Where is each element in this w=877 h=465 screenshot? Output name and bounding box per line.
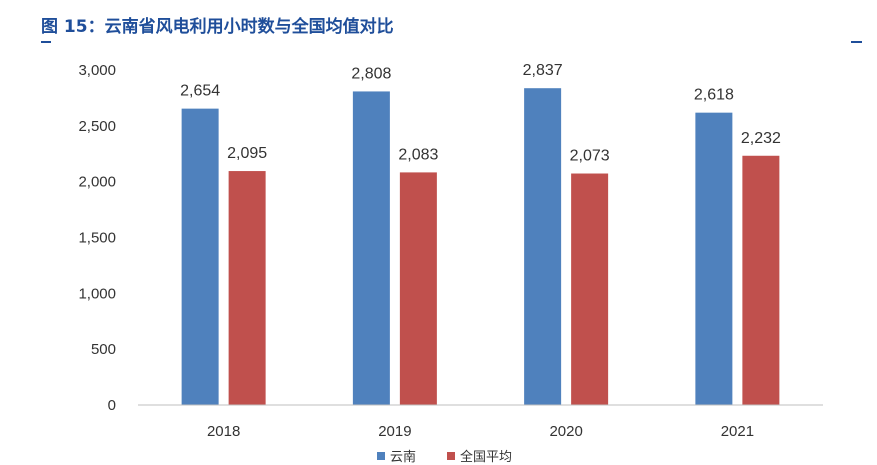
data-label: 2,073 <box>570 148 610 165</box>
figure-title: 图 15：云南省风电利用小时数与全国均值对比 <box>41 17 394 37</box>
data-labels: 2,654 2,095 2,808 2,083 2,837 2,073 2,618 2,232 <box>180 62 781 164</box>
legend-label: 全国平均 <box>460 449 512 465</box>
data-label: 2,095 <box>227 145 267 162</box>
y-tick-label: 0 <box>108 397 116 414</box>
legend: 云南 全国平均 <box>377 449 512 465</box>
x-tick-label: 2021 <box>721 423 754 440</box>
bars <box>181 88 780 406</box>
y-axis: 0 500 1,000 1,500 2,000 2,500 3,000 <box>78 62 116 414</box>
y-tick-label: 1,000 <box>78 285 116 302</box>
title-rule-right <box>851 41 862 43</box>
data-label: 2,837 <box>523 62 563 79</box>
bar-yunnan-2020 <box>524 88 562 406</box>
bar-yunnan-2018 <box>181 108 219 406</box>
bar-yunnan-2019 <box>352 91 390 405</box>
y-tick-label: 2,500 <box>78 118 116 135</box>
x-tick-label: 2020 <box>549 423 582 440</box>
y-tick-label: 2,000 <box>78 174 116 191</box>
legend-swatch <box>377 452 385 460</box>
bar-yunnan-2021 <box>695 112 733 405</box>
legend-label: 云南 <box>390 449 416 465</box>
y-tick-label: 500 <box>91 341 116 358</box>
data-label: 2,618 <box>694 87 734 104</box>
bar-national-2018 <box>228 171 266 405</box>
x-axis: 2018 2019 2020 2021 <box>138 404 823 440</box>
bar-national-2020 <box>571 173 609 405</box>
bar-national-2019 <box>399 172 437 405</box>
bar-national-2021 <box>742 155 780 405</box>
data-label: 2,083 <box>398 146 438 163</box>
y-tick-label: 1,500 <box>78 230 116 247</box>
y-tick-label: 3,000 <box>78 62 116 79</box>
legend-swatch <box>447 452 455 460</box>
x-tick-label: 2019 <box>378 423 411 440</box>
data-label: 2,232 <box>741 130 781 147</box>
data-label: 2,808 <box>351 65 391 82</box>
data-label: 2,654 <box>180 83 220 100</box>
x-tick-label: 2018 <box>207 423 240 440</box>
title-rule-left <box>41 41 51 43</box>
